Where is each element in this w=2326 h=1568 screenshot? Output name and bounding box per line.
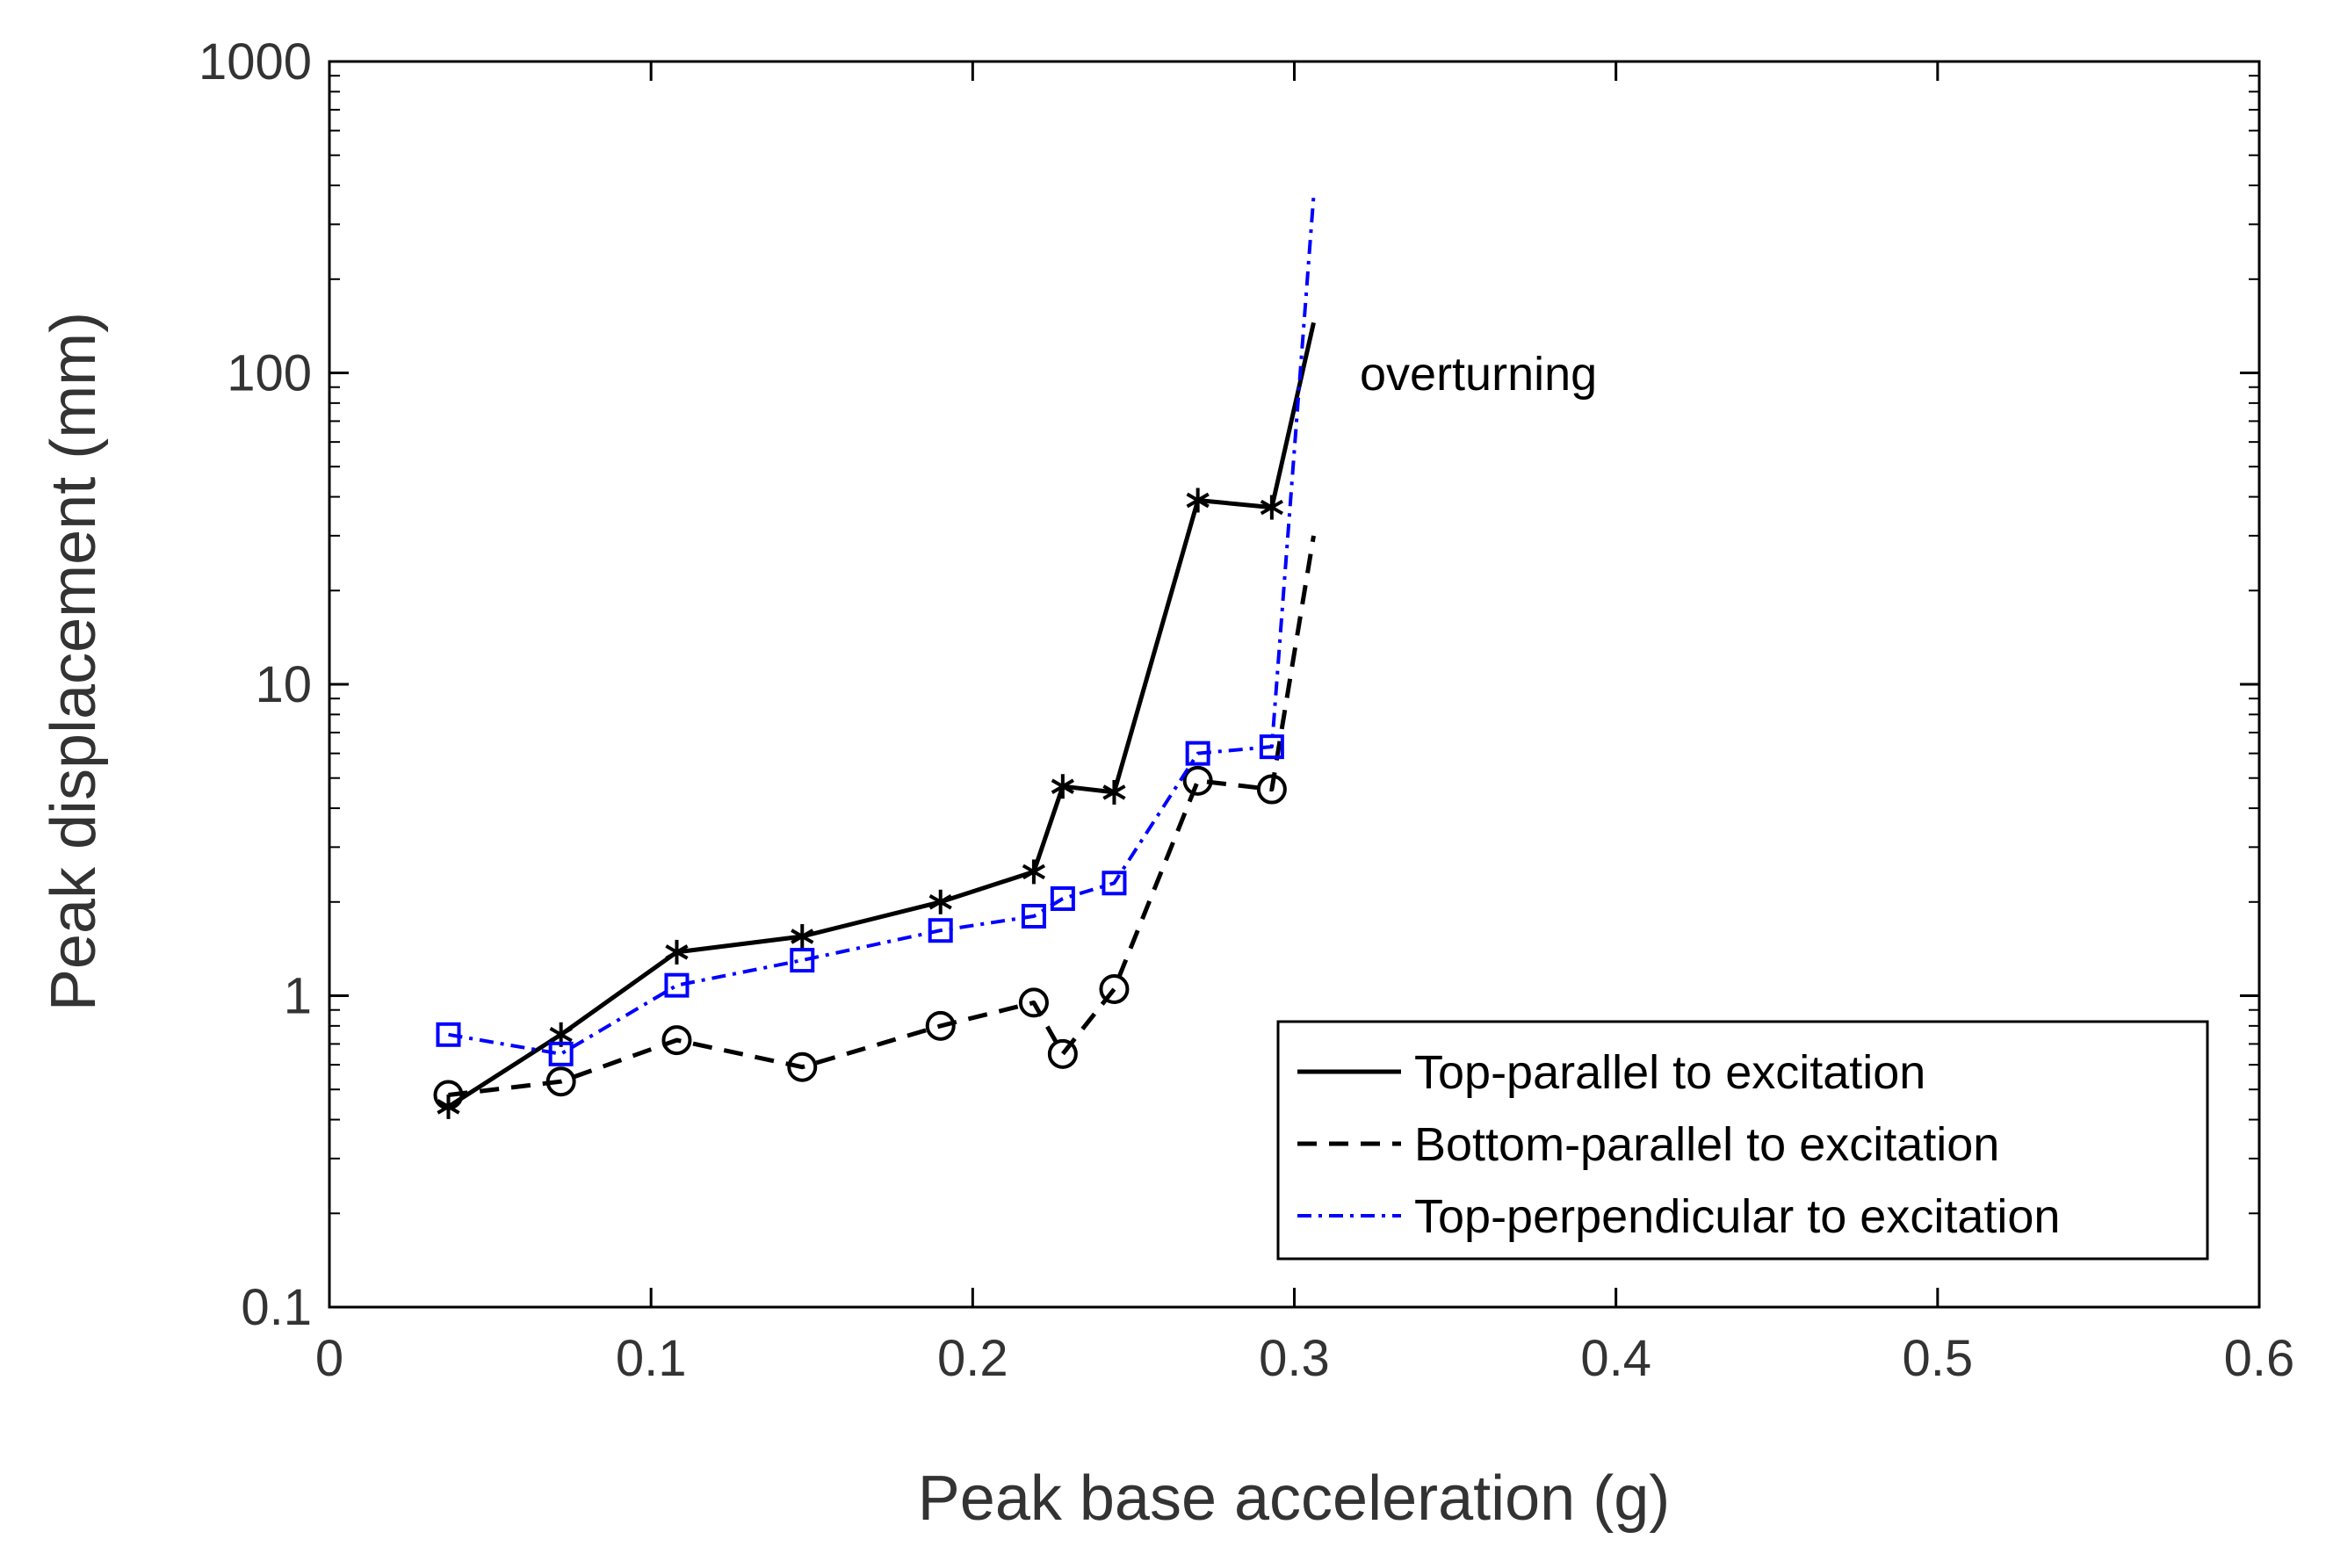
series-line [448, 535, 1316, 1097]
data-point-circle [545, 1066, 576, 1097]
data-point-square [436, 1022, 461, 1047]
asterisk-stroke [928, 894, 952, 910]
asterisk-stroke [1186, 492, 1210, 509]
data-point-asterisk [1186, 488, 1210, 513]
asterisk-stroke [1102, 784, 1126, 800]
asterisk-stroke [549, 1027, 573, 1043]
data-point-circle [1018, 987, 1049, 1018]
data-point-square [1102, 871, 1127, 896]
data-point-square [928, 918, 953, 943]
data-point-circle [1256, 774, 1287, 805]
data-point-asterisk [1022, 859, 1046, 885]
asterisk-stroke [1260, 499, 1283, 516]
asterisk-stroke [665, 944, 689, 960]
legend: Top-parallel to excitation Bottom-parall… [1276, 1020, 2209, 1261]
data-point-circle [925, 1010, 956, 1041]
data-point-square [1259, 734, 1284, 760]
data-point-asterisk [928, 889, 952, 914]
series-line [448, 195, 1316, 1056]
y-tick-label: 10 [255, 656, 312, 713]
data-point-square [664, 972, 690, 998]
y-tick-label: 1 [284, 968, 312, 1025]
data-point-square [1050, 885, 1075, 911]
data-point-circle [1047, 1038, 1078, 1069]
y-tick-label: 100 [227, 345, 312, 402]
x-tick-label: 0.4 [1580, 1330, 1651, 1387]
asterisk-stroke [1051, 778, 1074, 794]
x-axis-title: Peak base acceleration (g) [918, 1463, 1670, 1534]
x-tick-label: 0.1 [616, 1330, 687, 1387]
data-point-circle [661, 1025, 692, 1056]
data-point-square [1185, 741, 1210, 766]
series-2 [436, 195, 1316, 1066]
legend-label-bottom-parallel: Bottom-parallel to excitation [1414, 1118, 1999, 1171]
data-point-circle [433, 1080, 464, 1110]
legend-box [1276, 1020, 2209, 1261]
series-layer [433, 195, 1316, 1119]
data-point-square [1021, 904, 1046, 929]
x-tick-label: 0.2 [937, 1330, 1008, 1387]
series-1 [433, 535, 1316, 1110]
asterisk-stroke [791, 929, 814, 944]
data-point-asterisk [1260, 495, 1283, 520]
data-point-asterisk [665, 939, 689, 965]
data-point-circle [1182, 765, 1213, 796]
y-tick-label: 0.1 [241, 1279, 312, 1336]
data-point-square [548, 1041, 574, 1066]
data-point-circle [1099, 973, 1130, 1004]
data-point-asterisk [1051, 774, 1074, 799]
data-point-square [790, 948, 815, 973]
x-tick-label: 0.3 [1259, 1330, 1330, 1387]
asterisk-stroke [1022, 863, 1046, 880]
legend-label-top-perpendicular: Top-perpendicular to excitation [1414, 1190, 2060, 1243]
x-tick-label: 0 [315, 1330, 343, 1387]
y-tick-label: 1000 [199, 33, 312, 90]
data-point-asterisk [1102, 779, 1126, 805]
y-axis-title: Peak displacement (mm) [39, 312, 109, 1011]
data-point-circle [787, 1051, 818, 1082]
series-0 [437, 322, 1316, 1119]
annotation-overturning: overturning [1360, 348, 1597, 401]
x-tick-label: 0.5 [1903, 1330, 1974, 1387]
data-point-asterisk [791, 924, 814, 950]
legend-label-top-parallel: Top-parallel to excitation [1414, 1046, 1925, 1099]
x-tick-label: 0.6 [2224, 1330, 2295, 1387]
